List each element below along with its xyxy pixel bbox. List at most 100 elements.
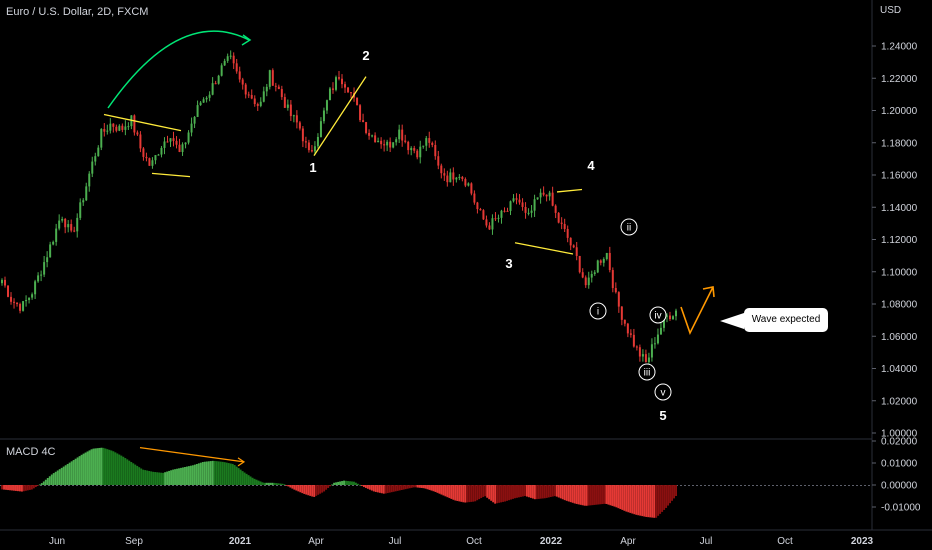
macd-bar (643, 485, 646, 517)
macd-bar (120, 455, 123, 485)
candle (575, 242, 578, 261)
macd-bar (484, 485, 487, 497)
macd-bar (583, 485, 586, 506)
candle (136, 130, 139, 137)
candle (647, 352, 650, 364)
macd-bar (229, 463, 232, 485)
candle (458, 174, 461, 181)
macd-bar (416, 485, 419, 488)
candle (49, 241, 52, 258)
candle (187, 130, 190, 145)
price-axis: USD 1.24000 1.22000 1.20000 1.18000 1.16000 1.… (872, 5, 918, 440)
macd-bar (118, 454, 121, 485)
macd-bar (108, 449, 111, 485)
macd-bar (645, 485, 648, 517)
candle (494, 212, 497, 222)
macd-bar (402, 485, 405, 490)
macd-bar (617, 485, 620, 509)
candle (304, 136, 307, 149)
macd-bar (245, 473, 248, 485)
candle (214, 80, 217, 85)
macd-bar (251, 477, 254, 485)
macd-bar (579, 485, 582, 505)
candle (425, 136, 428, 152)
macd-bar (271, 482, 274, 485)
candle (452, 167, 455, 186)
macd-bar (182, 467, 184, 485)
candle (464, 177, 467, 188)
candle (202, 97, 205, 103)
macd-bar (637, 485, 640, 516)
macd-bar (368, 485, 371, 490)
candle (295, 110, 298, 129)
macd-bar (661, 485, 664, 512)
macd-bar (279, 483, 282, 485)
macd-bar (203, 461, 206, 485)
macd-bar (418, 485, 421, 488)
candle (205, 96, 208, 103)
macd-bar (595, 485, 598, 505)
macd-bar (575, 485, 578, 504)
macd-bar (191, 465, 194, 485)
macd-bar (156, 472, 159, 485)
candle (467, 182, 470, 187)
candle (617, 291, 620, 313)
candle (398, 124, 401, 143)
macd-bar (472, 485, 475, 502)
expected-wave-arrow (680, 286, 714, 336)
macd-bar (319, 485, 322, 494)
macd-bar (345, 480, 347, 485)
candle (178, 138, 181, 153)
macd-bar (601, 485, 604, 505)
candle (121, 123, 124, 133)
macd-bar (364, 485, 367, 488)
macd-bar (498, 485, 501, 503)
candle (316, 133, 319, 149)
macd-bar (243, 472, 246, 485)
macd-bar (543, 485, 546, 499)
macd-bar (66, 463, 69, 485)
candle (350, 92, 353, 98)
macd-bar (1, 485, 3, 490)
macd-bar (114, 452, 117, 485)
macd-bar (176, 468, 178, 485)
candle (70, 219, 73, 233)
macd-bar (26, 485, 29, 491)
macd-bar (571, 485, 574, 503)
macd-bar (486, 485, 489, 498)
macd-bar (474, 485, 477, 502)
macd-bar (315, 485, 318, 496)
macd-bar (253, 478, 256, 485)
macd-bar (32, 485, 35, 489)
macd-bar (138, 467, 141, 485)
candle (533, 194, 536, 217)
macd-bar (193, 464, 196, 485)
candle (566, 225, 569, 243)
macd-bar (285, 485, 288, 486)
candle (404, 134, 407, 144)
macd-bar (52, 473, 55, 485)
macd-bar (174, 469, 176, 485)
macd-bar (88, 450, 91, 485)
macd-bar (313, 485, 316, 497)
macd-bar (412, 485, 415, 488)
candle (527, 208, 530, 216)
candle (506, 207, 509, 212)
macd-bar (454, 485, 457, 501)
candle (265, 83, 268, 97)
macd-bar (76, 457, 79, 485)
candle (82, 198, 85, 206)
candle (157, 153, 160, 156)
macd-bar (50, 474, 53, 485)
macd-bar (339, 481, 341, 485)
macd-bar (456, 485, 459, 501)
macd-bar (651, 485, 654, 518)
time-tick-label: 2023 (851, 536, 874, 547)
time-tick-label: Jul (700, 536, 713, 547)
macd-bar (343, 480, 345, 485)
macd-bar (531, 485, 534, 499)
macd-bar (20, 485, 23, 492)
macd-bar (263, 482, 266, 485)
